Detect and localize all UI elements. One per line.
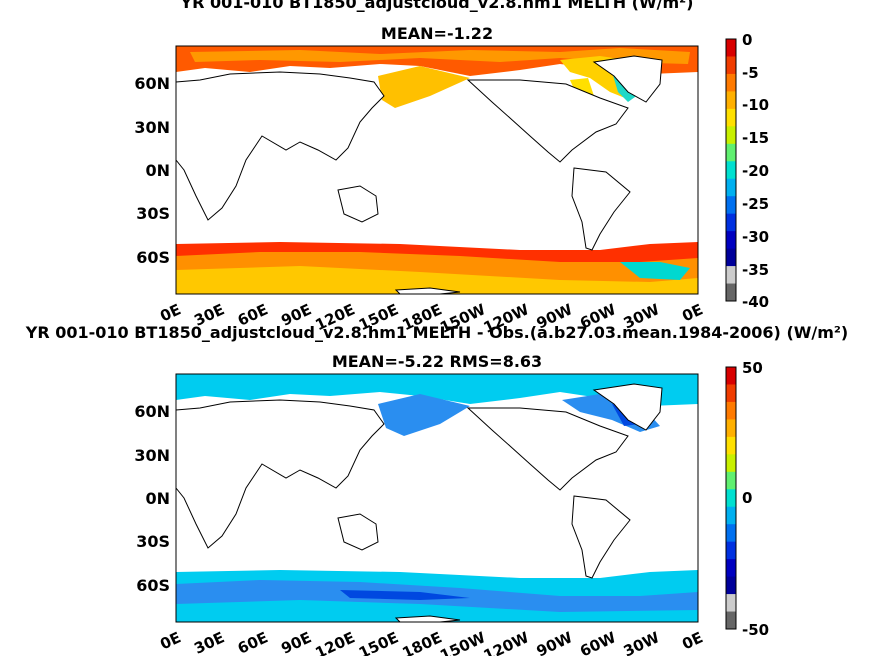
- panel-2-colorbar-ticks: 50 0 -50: [742, 359, 769, 639]
- panel-1-cbar-tick: -25: [742, 195, 769, 213]
- panel-1: YR 001-010 BT1850_adjustcloud_v2.8.hm1 M…: [134, 0, 769, 337]
- panel-1-y-tick: 0N: [145, 161, 170, 180]
- colorbar-swatch: [726, 524, 736, 543]
- colorbar-swatch: [726, 489, 736, 508]
- colorbar-frame: [725, 38, 737, 302]
- panel-2-y-tick: 30S: [136, 532, 170, 551]
- colorbar-swatch: [726, 126, 736, 145]
- panel-1-title: YR 001-010 BT1850_adjustcloud_v2.8.hm1 M…: [180, 0, 694, 12]
- x-tick-label: 150E: [356, 628, 401, 656]
- panel-1-map-frame: [175, 45, 699, 295]
- panel-1-y-tick: 60S: [136, 248, 170, 267]
- colorbar-swatch: [726, 367, 736, 385]
- colorbar-swatch: [726, 231, 736, 250]
- colorbar-swatch: [726, 419, 736, 438]
- x-tick-label: 120E: [312, 628, 357, 656]
- panel-1-arctic-core: [190, 48, 690, 64]
- panel-1-y-tick: 60N: [134, 74, 170, 93]
- panel-1-cbar-tick: -15: [742, 129, 769, 147]
- colorbar-swatch: [726, 471, 736, 490]
- colorbar-swatch: [726, 436, 736, 455]
- colorbar-swatch: [726, 39, 736, 57]
- panel-2-y-ticks: 60N 30N 0N 30S 60S: [134, 402, 170, 595]
- colorbar-swatch: [726, 576, 736, 595]
- colorbar-swatch: [726, 56, 736, 75]
- panel-1-cbar-tick: -40: [742, 293, 769, 311]
- panel-2-map: [175, 374, 698, 623]
- panel-2-southern-deep: [340, 590, 470, 600]
- x-tick-label: 30W: [621, 628, 663, 656]
- panel-1-y-tick: 30S: [136, 204, 170, 223]
- x-tick-label: 0E: [157, 628, 183, 653]
- x-tick-label: 0E: [157, 300, 183, 325]
- x-tick-label: 90E: [278, 628, 314, 656]
- x-tick-label: 30E: [191, 628, 227, 656]
- x-tick-label: 0E: [679, 300, 705, 325]
- colorbar-swatch: [726, 384, 736, 403]
- panel-2: YR 001-010 BT1850_adjustcloud_v2.8.hm1 M…: [25, 323, 848, 656]
- panel-1-subtitle: MEAN=-1.22: [381, 24, 493, 43]
- panel-2-y-tick: 0N: [145, 489, 170, 508]
- colorbar-swatch: [726, 213, 736, 232]
- panel-1-north-pacific: [378, 66, 470, 108]
- panel-2-arctic-band: [176, 374, 698, 406]
- colorbar-swatch: [726, 506, 736, 525]
- colorbar-swatch: [726, 73, 736, 92]
- panel-1-map: [175, 46, 698, 295]
- colorbar-swatch: [726, 541, 736, 560]
- colorbar-frame: [725, 366, 737, 630]
- colorbar-swatch: [726, 401, 736, 420]
- panel-1-cbar-tick: -20: [742, 162, 769, 180]
- x-tick-label: 150W: [437, 628, 488, 656]
- panel-1-southern-inner: [176, 266, 698, 294]
- panel-2-title: YR 001-010 BT1850_adjustcloud_v2.8.hm1 M…: [25, 323, 848, 342]
- colorbar-swatch: [726, 178, 736, 197]
- x-tick-label: 120W: [481, 628, 532, 656]
- colorbar-swatch: [726, 248, 736, 267]
- x-tick-label: 60E: [235, 628, 271, 656]
- x-tick-label: 90W: [534, 628, 576, 656]
- panel-1-cbar-tick: -30: [742, 228, 769, 246]
- panel-1-y-ticks: 60N 30N 0N 30S 60S: [134, 74, 170, 267]
- colorbar-swatch: [726, 161, 736, 180]
- panel-2-cbar-tick: 0: [742, 489, 752, 507]
- colorbar-swatch: [726, 611, 736, 630]
- colorbar-swatch: [726, 108, 736, 127]
- panel-2-subtitle: MEAN=-5.22 RMS=8.63: [332, 352, 542, 371]
- colorbar-swatch: [726, 454, 736, 473]
- panel-2-colorbar: [725, 366, 737, 630]
- colorbar-swatch: [726, 91, 736, 110]
- panel-1-colorbar: [725, 38, 737, 302]
- panel-2-y-tick: 60N: [134, 402, 170, 421]
- colorbar-swatch: [726, 559, 736, 578]
- panel-1-cbar-tick: -10: [742, 96, 769, 114]
- colorbar-swatch: [726, 196, 736, 215]
- panel-1-cbar-tick: -5: [742, 64, 759, 82]
- panel-2-coastlines: [175, 383, 663, 623]
- colorbar-swatch: [726, 594, 736, 613]
- panel-1-coastlines: [175, 55, 663, 295]
- panel-2-map-frame: [175, 373, 699, 623]
- panel-2-cbar-tick: 50: [742, 359, 763, 377]
- panel-2-y-tick: 30N: [134, 446, 170, 465]
- panel-1-cbar-tick: 0: [742, 31, 752, 49]
- x-tick-label: 60W: [577, 628, 619, 656]
- panel-1-weddell-sea: [620, 262, 690, 280]
- colorbar-swatch: [726, 283, 736, 302]
- panel-1-y-tick: 30N: [134, 118, 170, 137]
- panel-1-colorbar-ticks: 0 -5 -10 -15 -20 -25 -30 -35 -40: [742, 31, 769, 311]
- panel-1-cbar-tick: -35: [742, 261, 769, 279]
- colorbar-swatch: [726, 143, 736, 162]
- x-tick-label: 0E: [679, 628, 705, 653]
- panel-2-north-pacific: [378, 394, 470, 436]
- colorbar-swatch: [726, 266, 736, 285]
- panel-2-y-tick: 60S: [136, 576, 170, 595]
- panel-2-cbar-tick: -50: [742, 621, 769, 639]
